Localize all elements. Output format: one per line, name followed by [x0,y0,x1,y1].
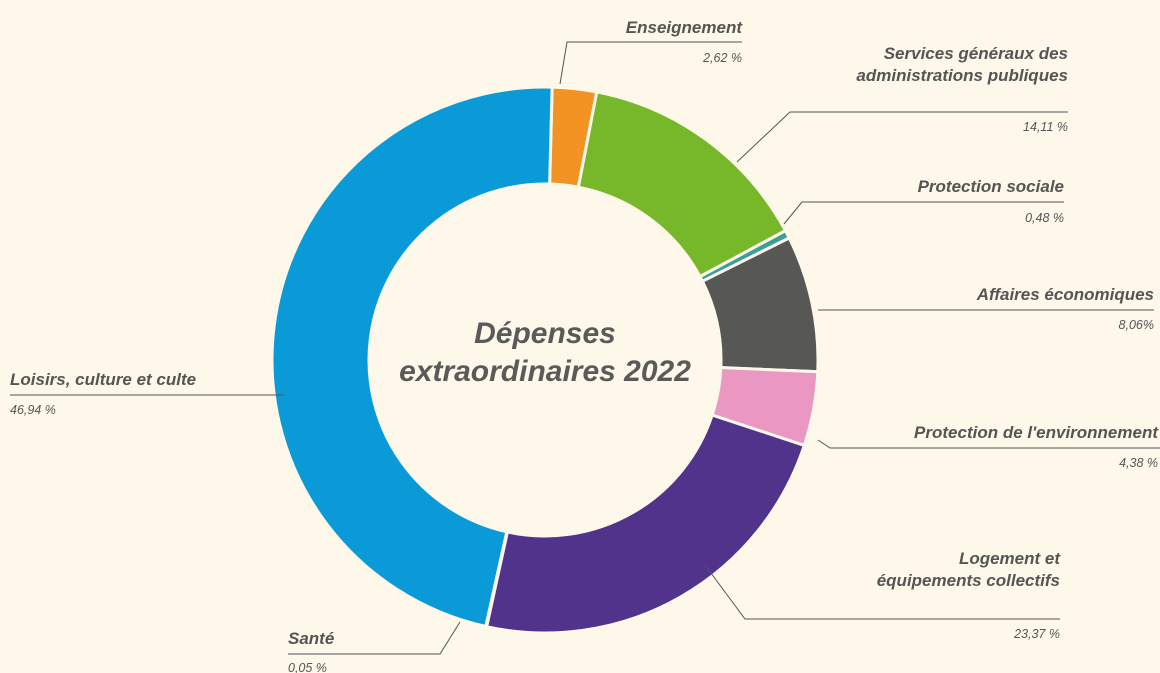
leader-line-sante [288,621,461,655]
label-logement-et-equipements-collectifs-line-1: Logement et [959,549,1061,568]
label-sante: Santé [288,629,334,648]
value-label-protection-sociale: 0,48 % [1025,211,1064,225]
center-title-line-1: Dépenses [474,317,616,350]
label-logement-et-equipements-collectifs-line-2: équipements collectifs [877,571,1060,590]
value-label-services-generaux-des-administrations-publiques: 14,11 % [1023,120,1068,134]
label-affaires-economiques: Affaires économiques [976,285,1154,304]
label-enseignement: Enseignement [626,18,744,37]
label-services-generaux-des-administrations-publiques-line-1: Services généraux des [884,44,1068,63]
label-loisirs-culture-et-culte: Loisirs, culture et culte [10,370,196,389]
slice-logement-et-equipements-collectifs [484,413,807,635]
value-label-affaires-economiques: 8,06% [1119,318,1154,332]
label-services-generaux-des-administrations-publiques-line-2: administrations publiques [856,66,1068,85]
slices-group [270,85,820,635]
value-label-sante: 0,05 % [288,661,327,673]
leader-line-enseignement [559,41,742,85]
value-label-protection-de-l-environnement: 4,38 % [1119,456,1158,470]
leader-line-services-generaux-des-administrations-publiques [736,111,1068,163]
leader-line-protection-de-l-environnement [817,439,1160,449]
slice-loisirs-culture-et-culte [270,85,554,629]
label-protection-de-l-environnement: Protection de l'environnement [914,423,1159,442]
center-title: Dépenses extraordinaires 2022 [399,317,691,388]
value-label-logement-et-equipements-collectifs: 23,37 % [1013,627,1060,641]
value-label-loisirs-culture-et-culte: 46,94 % [10,403,56,417]
labels-group: Enseignement 2,62 % Services généraux des a… [10,18,1159,673]
leader-line-logement-et-equipements-collectifs [704,564,1060,620]
value-label-enseignement: 2,62 % [702,51,742,65]
label-protection-sociale: Protection sociale [918,177,1064,196]
leader-line-protection-sociale [783,201,1064,225]
leader-lines-group [10,41,1160,655]
center-title-line-2: extraordinaires 2022 [399,355,691,388]
